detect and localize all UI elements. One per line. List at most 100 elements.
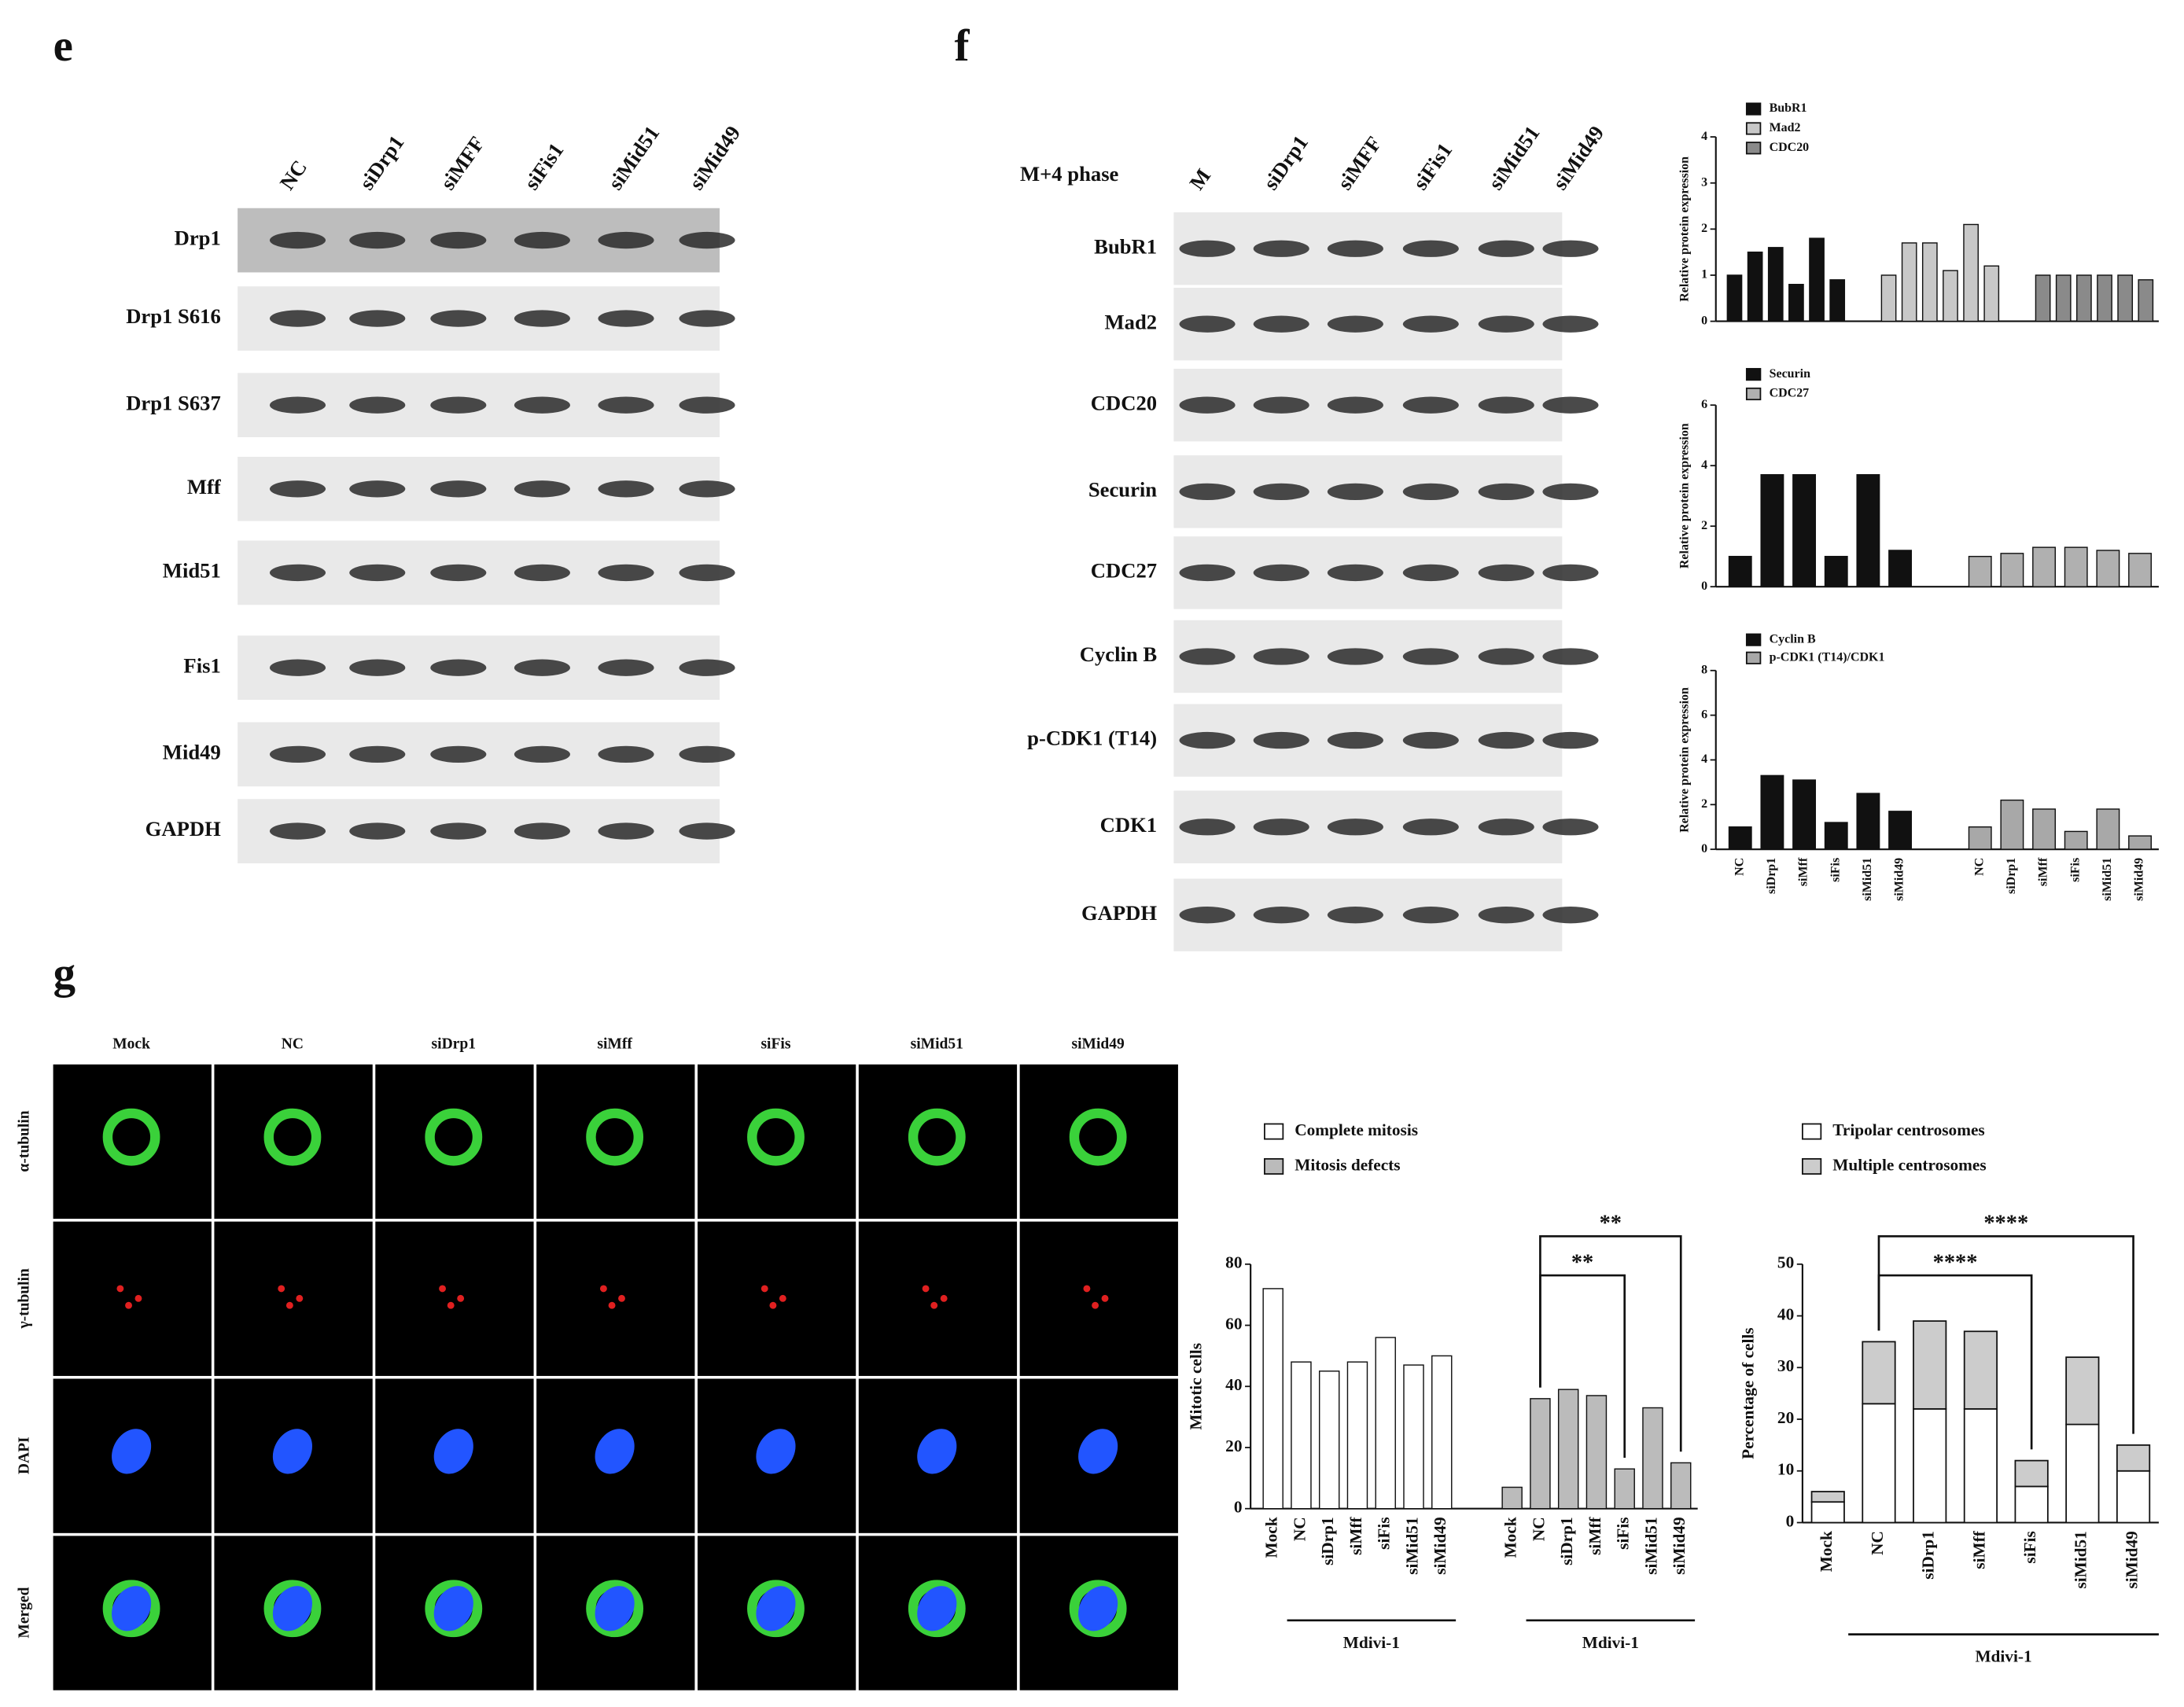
- band: [1542, 907, 1599, 924]
- stain: [134, 1294, 142, 1302]
- bar-segment: [1913, 1320, 1947, 1410]
- x-tick-label: NC: [1868, 1531, 1887, 1555]
- bar-segment: [1862, 1403, 1896, 1524]
- band: [1478, 240, 1534, 257]
- stain: [278, 1285, 285, 1293]
- band: [679, 564, 735, 582]
- y-tick-label: 0: [1234, 1498, 1243, 1517]
- x-tick-label: Mock: [1501, 1517, 1520, 1558]
- band: [1402, 396, 1459, 414]
- band: [1253, 907, 1309, 924]
- band: [1179, 907, 1236, 924]
- band: [1402, 648, 1459, 665]
- bar: [1375, 1337, 1396, 1510]
- stain: [595, 1586, 635, 1632]
- stain: [930, 1301, 938, 1309]
- band: [1253, 240, 1309, 257]
- band: [1402, 240, 1459, 257]
- x-tick-label: siMid49: [2122, 1531, 2141, 1588]
- bar: [1291, 1361, 1312, 1510]
- bar: [1501, 1486, 1523, 1510]
- legend-swatch: [1745, 368, 1762, 381]
- stain: [599, 1285, 607, 1293]
- bar: [1403, 1364, 1424, 1510]
- band: [1402, 483, 1459, 501]
- legend-swatch: [1745, 142, 1762, 155]
- column-label: siFis: [761, 1036, 790, 1052]
- bar: [1431, 1355, 1453, 1510]
- bar: [1809, 237, 1825, 322]
- y-tick-label: 6: [1701, 398, 1707, 411]
- stain: [102, 1580, 160, 1638]
- y-tick-label: 20: [1225, 1437, 1242, 1455]
- band: [1179, 315, 1236, 333]
- y-tick-label: 40: [1777, 1304, 1794, 1323]
- micrograph: [1019, 1221, 1178, 1376]
- legend-label: BubR1: [1770, 101, 1807, 115]
- x-tick-label: siDrp1: [1765, 858, 1778, 894]
- band: [349, 659, 406, 676]
- x-tick-label: siMff: [1586, 1516, 1604, 1554]
- band: [514, 745, 570, 763]
- band: [598, 310, 654, 327]
- bar-segment: [1963, 1407, 1998, 1524]
- band: [514, 822, 570, 840]
- micrograph: [375, 1064, 534, 1220]
- y-axis-label: Relative protein expression: [1678, 687, 1691, 833]
- bar: [2096, 550, 2120, 587]
- band: [269, 659, 326, 676]
- stain: [425, 1108, 483, 1166]
- x-tick-label: Mock: [1817, 1531, 1836, 1572]
- band: [430, 480, 487, 498]
- bar-segment: [2065, 1356, 2100, 1426]
- y-tick-label: 0: [1701, 314, 1707, 327]
- micrograph: [375, 1221, 534, 1376]
- y-tick-label: 2: [1701, 797, 1707, 811]
- stain: [1092, 1301, 1099, 1309]
- column-label: siMid51: [911, 1036, 963, 1052]
- band: [269, 310, 326, 327]
- panel-label: f: [955, 21, 970, 71]
- x-tick-label: siFis: [1614, 1517, 1633, 1549]
- band: [1542, 819, 1599, 836]
- band: [1327, 315, 1383, 333]
- stain: [769, 1301, 777, 1309]
- stain: [296, 1294, 304, 1302]
- bar: [2128, 553, 2152, 587]
- lane-label: siMid51: [603, 121, 664, 193]
- y-tick-label: 8: [1701, 663, 1707, 676]
- band: [598, 231, 654, 249]
- lane-label: siFis1: [520, 138, 569, 194]
- stain: [272, 1586, 312, 1632]
- bar: [1943, 270, 1958, 322]
- bar: [1726, 274, 1743, 322]
- bar-segment: [2014, 1485, 2049, 1524]
- row-label: Mff: [187, 475, 222, 498]
- bar: [1963, 223, 1979, 322]
- micrograph: [53, 1064, 212, 1220]
- band: [514, 310, 570, 327]
- row-label: α-tubulin: [17, 1110, 33, 1172]
- band: [679, 480, 735, 498]
- x-tick-label: siMid49: [1670, 1517, 1689, 1574]
- bar: [2117, 274, 2134, 322]
- bar: [1856, 474, 1880, 587]
- x-tick-label: siMid49: [1893, 858, 1906, 901]
- band: [1179, 819, 1236, 836]
- x-tick-label: siMid51: [2101, 858, 2114, 901]
- band: [1253, 731, 1309, 749]
- x-tick-label: siFis: [1375, 1517, 1394, 1549]
- band: [1478, 483, 1534, 501]
- band: [269, 745, 326, 763]
- stain: [112, 1429, 152, 1474]
- stain: [595, 1429, 635, 1474]
- lane-label: siMFF: [436, 132, 489, 194]
- stain: [908, 1108, 966, 1166]
- band: [1327, 819, 1383, 836]
- band: [1327, 483, 1383, 501]
- band: [1327, 648, 1383, 665]
- micrograph: [697, 1064, 856, 1220]
- x-tick-label: siDrp1: [1919, 1531, 1938, 1580]
- bar: [2055, 274, 2072, 322]
- band: [1179, 564, 1236, 582]
